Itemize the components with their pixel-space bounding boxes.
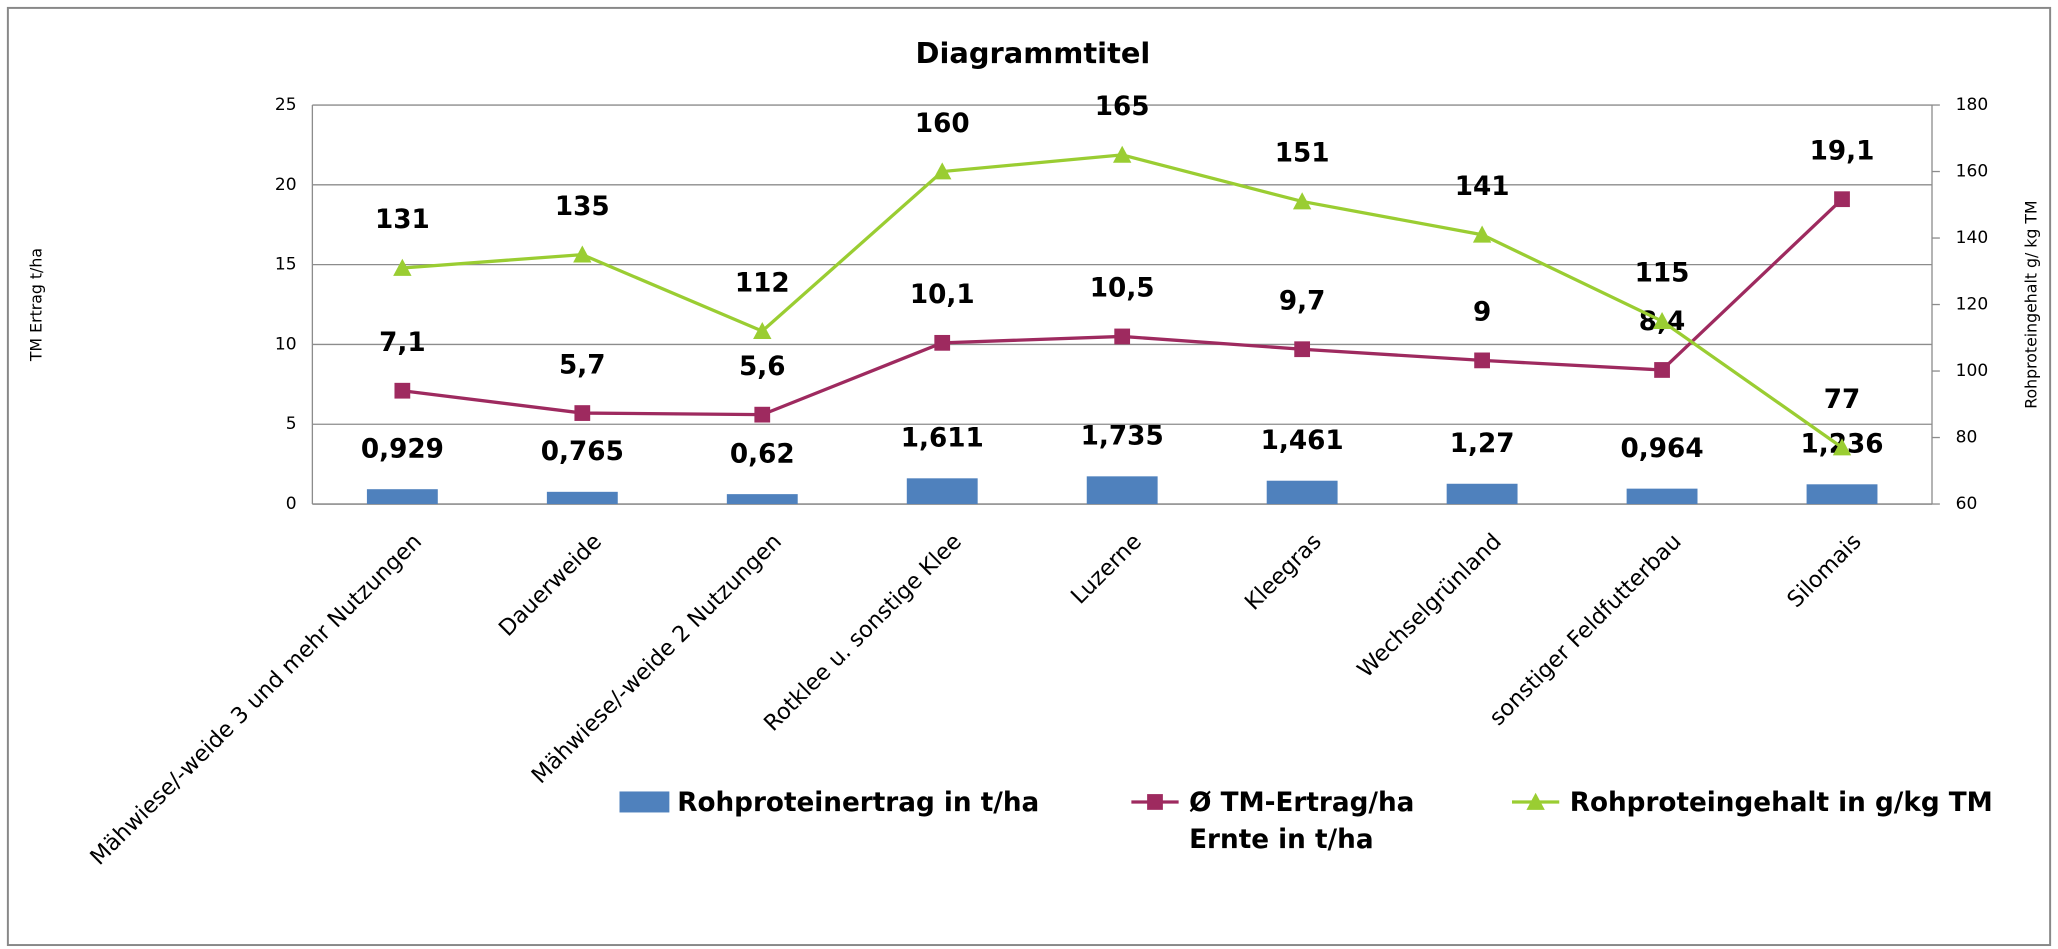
bar bbox=[726, 494, 798, 505]
y-tick-label: 20 bbox=[275, 175, 297, 195]
legend-marker bbox=[1147, 794, 1163, 810]
data-label: 1,735 bbox=[1081, 421, 1164, 451]
y2-tick-label: 80 bbox=[1956, 428, 1978, 448]
data-label: 0,964 bbox=[1621, 434, 1704, 464]
marker bbox=[393, 258, 412, 276]
y-tick-label: 5 bbox=[286, 414, 297, 434]
legend-item: Rohproteinertrag in t/ha bbox=[677, 786, 1040, 818]
data-label: 112 bbox=[735, 268, 790, 298]
y-tick-label: 10 bbox=[275, 334, 297, 354]
data-label: 115 bbox=[1635, 258, 1690, 288]
marker bbox=[1652, 311, 1672, 330]
y2-axis-label: Rohproteingehalt g/ kg TM bbox=[2021, 200, 2040, 408]
y2-tick-label: 180 bbox=[1956, 95, 1989, 115]
legend-label: Rohproteingehalt in g/kg TM bbox=[1569, 786, 1993, 818]
marker bbox=[573, 245, 592, 263]
marker bbox=[1472, 225, 1492, 243]
y2-tick-label: 100 bbox=[1956, 361, 1989, 381]
legend-label: Rohproteinertrag in t/ha bbox=[677, 786, 1040, 818]
legend-item: Ø TM-Ertrag/ha Ernte in t/ha bbox=[1189, 786, 1415, 855]
bar bbox=[546, 491, 618, 505]
data-label: 0,62 bbox=[730, 439, 795, 469]
marker bbox=[1294, 341, 1311, 358]
marker bbox=[1474, 352, 1490, 369]
y2-tick-label: 120 bbox=[1956, 295, 1989, 315]
data-label: 1,27 bbox=[1450, 429, 1515, 459]
marker bbox=[1834, 191, 1850, 208]
data-label: 165 bbox=[1095, 92, 1150, 122]
marker bbox=[754, 406, 771, 423]
y-tick-label: 25 bbox=[275, 95, 297, 115]
data-label: 135 bbox=[555, 192, 610, 222]
y-tick-label: 0 bbox=[286, 494, 297, 514]
marker bbox=[1654, 362, 1670, 378]
y2-tick-label: 140 bbox=[1956, 228, 1989, 248]
bar bbox=[1086, 476, 1158, 505]
data-label: 19,1 bbox=[1810, 136, 1875, 166]
marker bbox=[1114, 328, 1131, 345]
y-axis-label: TM Ertrag t/ha bbox=[26, 248, 45, 362]
bar bbox=[366, 489, 438, 505]
y2-tick-label: 60 bbox=[1956, 494, 1978, 514]
legend-item: Rohproteingehalt in g/kg TM bbox=[1569, 786, 1993, 818]
data-label: 5,7 bbox=[559, 350, 606, 380]
data-label: 9 bbox=[1473, 298, 1491, 328]
marker bbox=[934, 334, 951, 351]
marker bbox=[574, 405, 591, 421]
data-label: 7,1 bbox=[379, 328, 426, 358]
y-tick-label: 15 bbox=[275, 255, 297, 275]
data-label: 77 bbox=[1824, 385, 1861, 415]
data-label: 5,6 bbox=[739, 352, 786, 382]
data-label: 0,929 bbox=[361, 434, 444, 464]
data-label: 10,1 bbox=[910, 280, 975, 310]
data-label: 10,5 bbox=[1090, 274, 1155, 304]
data-label: 1,611 bbox=[901, 423, 984, 453]
legend-label: Ø TM-Ertrag/ha Ernte in t/ha bbox=[1189, 786, 1415, 855]
data-label: 131 bbox=[375, 205, 430, 235]
bar bbox=[1446, 483, 1518, 505]
chart-title: Diagrammtitel bbox=[916, 36, 1151, 70]
bar bbox=[1806, 484, 1878, 505]
data-label: 0,765 bbox=[541, 437, 624, 467]
bar bbox=[1626, 488, 1698, 505]
data-label: 160 bbox=[915, 109, 970, 139]
legend-marker bbox=[1526, 792, 1545, 810]
marker bbox=[1292, 192, 1312, 210]
legend-swatch bbox=[619, 791, 670, 813]
bar bbox=[1266, 480, 1338, 505]
data-label: 151 bbox=[1275, 139, 1330, 169]
marker bbox=[394, 382, 411, 399]
marker bbox=[1113, 145, 1132, 163]
bar bbox=[906, 478, 978, 505]
data-label: 141 bbox=[1455, 172, 1510, 202]
marker bbox=[933, 162, 952, 180]
data-label: 9,7 bbox=[1279, 286, 1326, 316]
marker bbox=[1832, 438, 1852, 456]
marker bbox=[753, 321, 772, 340]
data-label: 1,461 bbox=[1261, 426, 1344, 456]
y2-tick-label: 160 bbox=[1956, 162, 1989, 182]
